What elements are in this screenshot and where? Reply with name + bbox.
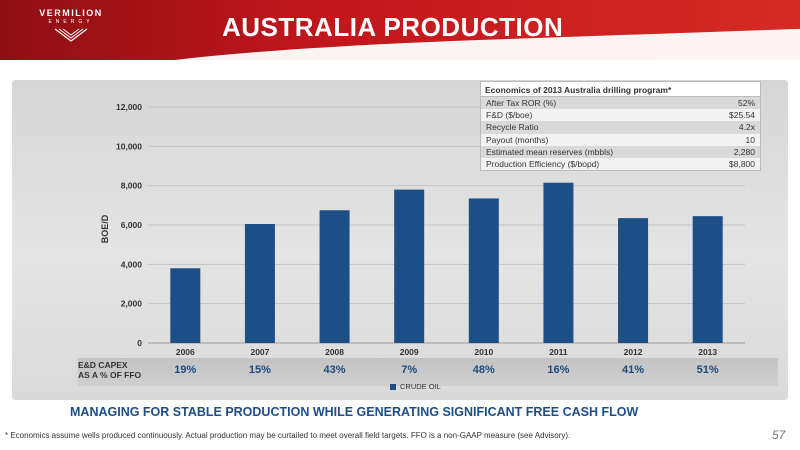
chart-legend: CRUDE OIL: [390, 382, 441, 391]
economics-row-label: Production Efficiency ($/bopd): [486, 158, 600, 169]
capex-label-line1: E&D CAPEX: [78, 360, 128, 370]
capex-band: [78, 358, 778, 386]
capex-value: 7%: [401, 364, 418, 376]
bar-2007: [244, 224, 275, 343]
economics-row-value: $8,800: [729, 158, 755, 169]
x-tick-label: 2006: [176, 347, 195, 357]
bar-chart: 0 2,000 4,000 6,000 8,000 10,000 12,000 2006 20…: [116, 102, 745, 357]
y-tick-label: 10,000: [116, 141, 142, 151]
x-tick-label: 2010: [474, 347, 493, 357]
header-band: VERMILION ENERGY AUSTRALIA PRODUCTION: [0, 0, 800, 60]
economics-row-value: 4.2x: [738, 122, 755, 133]
bar-2008: [319, 210, 350, 343]
capex-value: 48%: [472, 364, 495, 376]
bar-2009: [394, 189, 425, 343]
economics-row-value: 10: [745, 134, 755, 145]
capex-label-line2: AS A % OF FFO: [78, 370, 142, 380]
economics-row: After Tax ROR (%) 52%: [481, 97, 760, 110]
page-number: 57: [772, 428, 786, 442]
economics-row-value: 2,280: [733, 146, 755, 157]
y-axis-label: BOE/D: [100, 214, 110, 244]
economics-row-label: Payout (months): [486, 134, 549, 145]
capex-value: 16%: [547, 364, 570, 376]
legend-label: CRUDE OIL: [400, 382, 441, 391]
economics-row-value: 52%: [737, 98, 755, 108]
capex-value: 15%: [248, 364, 271, 376]
capex-label: E&D CAPEX AS A % OF FFO: [78, 360, 141, 380]
y-tick-label: 12,000: [116, 102, 142, 112]
capex-value: 41%: [622, 364, 645, 376]
y-tick-label: 2,000: [121, 299, 143, 309]
economics-row: Estimated mean reserves (mbbls) 2,280: [481, 145, 760, 158]
x-tick-label: 2007: [250, 347, 269, 357]
bar-2013: [692, 216, 723, 343]
economics-row-value: $25.54: [729, 110, 755, 121]
economics-row: Recycle Ratio 4.2x: [481, 121, 760, 134]
economics-row-label: After Tax ROR (%): [486, 98, 557, 108]
x-tick-label: 2009: [400, 347, 419, 357]
economics-row: Payout (months) 10: [481, 133, 760, 146]
logo-mark-icon: [54, 28, 88, 42]
bar-2011: [543, 182, 574, 343]
y-tick-label: 0: [137, 338, 142, 348]
economics-row: F&D ($/boe) $25.54: [481, 109, 760, 122]
slide-title: AUSTRALIA PRODUCTION: [222, 12, 564, 42]
logo-name: VERMILION: [39, 8, 103, 18]
legend-swatch: [390, 383, 396, 390]
x-tick-label: 2008: [325, 347, 344, 357]
economics-title: Economics of 2013 Australia drilling pro…: [481, 82, 760, 97]
y-tick-label: 6,000: [121, 220, 143, 230]
footnote: * Economics assume wells produced contin…: [5, 431, 571, 440]
x-tick-label: 2011: [549, 347, 568, 357]
logo-sub: ENERGY: [48, 19, 94, 25]
y-tick-label: 4,000: [121, 259, 143, 269]
capex-value: 51%: [696, 364, 719, 376]
economics-row-label: Recycle Ratio: [486, 122, 539, 133]
capex-value: 19%: [174, 364, 197, 376]
economics-row-label: Estimated mean reserves (mbbls): [486, 146, 614, 157]
x-tick-label: 2012: [624, 347, 643, 357]
y-tick-label: 8,000: [121, 181, 143, 191]
x-tick-label: 2013: [698, 347, 717, 357]
company-logo: VERMILION ENERGY: [30, 8, 112, 48]
economics-table: Economics of 2013 Australia drilling pro…: [480, 81, 761, 172]
bar-2012: [618, 218, 649, 343]
bar-2010: [468, 198, 499, 343]
capex-value: 43%: [323, 364, 346, 376]
slide-subtitle: MANAGING FOR STABLE PRODUCTION WHILE GEN…: [70, 405, 639, 419]
bar-2006: [170, 268, 201, 343]
economics-row-label: F&D ($/boe): [486, 110, 533, 121]
economics-row: Production Efficiency ($/bopd) $8,800: [481, 157, 760, 171]
